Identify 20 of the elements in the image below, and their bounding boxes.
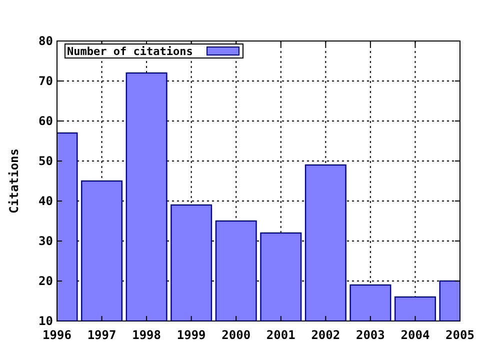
x-tick-label: 1996	[42, 328, 72, 342]
x-tick-label: 1999	[176, 328, 206, 342]
x-tick-label: 2000	[222, 328, 251, 342]
y-axis-title: Citations	[7, 148, 21, 214]
x-tick-label: 1998	[132, 328, 162, 342]
y-tick-label: 60	[38, 114, 53, 128]
x-tick-label: 1997	[87, 328, 116, 342]
y-tick-label: 40	[38, 194, 53, 208]
y-tick-label: 30	[38, 234, 53, 248]
y-tick-label: 80	[38, 34, 53, 48]
y-tick-label: 20	[38, 274, 53, 288]
x-tick-label: 2003	[356, 328, 385, 342]
legend-label: Number of citations	[67, 45, 193, 58]
x-tick-label: 2002	[311, 328, 340, 342]
y-tick-label: 70	[38, 74, 53, 88]
y-tick-label: 10	[38, 314, 53, 328]
x-tick-label: 2005	[446, 328, 474, 342]
x-tick-label: 2004	[400, 328, 430, 342]
y-tick-label: 50	[38, 154, 53, 168]
x-tick-label: 2001	[266, 328, 296, 342]
